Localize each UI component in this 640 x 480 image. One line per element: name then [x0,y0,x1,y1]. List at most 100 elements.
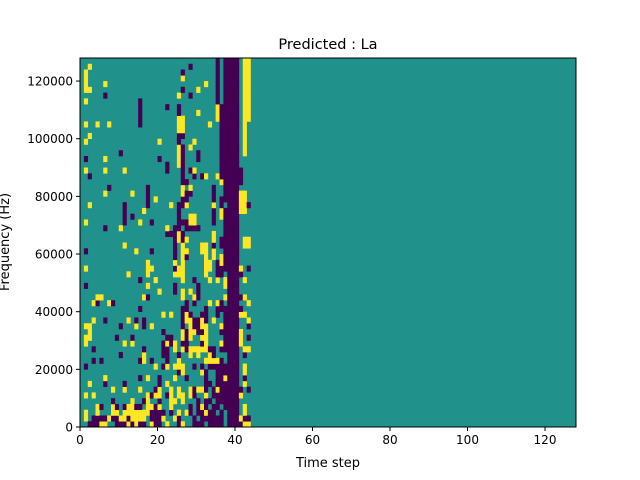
heatmap-cell [192,219,197,226]
heatmap-cell [138,421,143,428]
heatmap-cell [235,265,240,272]
heatmap-cell [126,421,131,428]
heatmap-cell [207,415,213,422]
heatmap-cell [227,127,232,134]
heatmap-cell [180,179,185,186]
heatmap-cell [211,409,216,416]
heatmap-cell [235,236,240,243]
heatmap-cell [231,403,236,411]
heatmap-cell [207,409,213,416]
heatmap-cell [176,265,182,272]
heatmap-cell [103,380,108,387]
heatmap-cell [227,340,232,347]
heatmap-cell [107,121,112,128]
heatmap-cell [99,421,104,428]
x-tick-label: 120 [534,433,557,447]
heatmap-cell [211,363,216,370]
heatmap-cell [138,375,143,382]
heatmap-cell [231,346,236,353]
heatmap-cell [227,392,232,399]
heatmap-cell [157,386,162,393]
heatmap-cell [142,421,147,428]
heatmap-cell [165,357,170,364]
heatmap-cell [122,242,127,249]
heatmap-cell [231,156,236,163]
heatmap-cell [235,150,240,157]
heatmap-cell [153,403,158,411]
heatmap-cell [227,213,232,220]
heatmap-cell [235,386,240,393]
heatmap-cell [223,219,228,226]
heatmap-cell [246,92,251,99]
heatmap-cell [227,254,232,261]
heatmap-cell [83,334,89,341]
heatmap-cell [200,317,205,324]
heatmap-cell [219,104,224,111]
heatmap-cell [95,409,100,416]
heatmap-cell [83,265,89,272]
heatmap-cell [192,346,197,353]
heatmap-cell [83,75,89,82]
heatmap-cell [188,317,193,324]
heatmap-cell [130,190,135,197]
heatmap-cell [235,75,240,82]
heatmap-cell [227,202,232,209]
heatmap-cell [231,254,236,261]
heatmap-cell [242,363,247,370]
heatmap-cell [176,225,182,232]
heatmap-cell [231,121,236,128]
heatmap-cell [188,323,193,330]
heatmap-cell [176,357,182,364]
heatmap-cell [99,415,104,422]
heatmap-cell [242,132,247,140]
heatmap-cell [200,409,205,416]
heatmap-cell [238,190,244,197]
heatmap-cell [114,403,120,411]
heatmap-cell [176,161,182,168]
heatmap-cell [192,277,197,284]
heatmap-cell [169,230,174,238]
heatmap-cell [235,179,240,186]
heatmap-cell [211,190,216,197]
heatmap-cell [180,277,185,284]
heatmap-cell [180,288,185,295]
heatmap-cell [219,109,224,116]
heatmap-cell [219,213,224,220]
heatmap-cell [173,288,178,295]
heatmap-cell [180,363,185,370]
heatmap-cell [242,98,247,105]
heatmap-cell [184,328,189,336]
heatmap-cell [204,323,209,330]
heatmap-cell [103,167,108,174]
heatmap-cell [173,415,178,422]
heatmap-cell [223,392,228,399]
heatmap-cell [223,75,228,82]
heatmap-cell [223,132,228,140]
heatmap-cell [145,184,151,191]
heatmap-cell [219,127,224,134]
heatmap-cell [235,352,240,359]
heatmap-cell [200,363,205,370]
heatmap-cell [200,421,205,428]
heatmap-cell [223,63,228,70]
heatmap-cell [180,219,185,226]
heatmap-cell [173,282,178,289]
heatmap-cell [157,380,162,387]
heatmap-cell [223,207,228,214]
heatmap-cell [204,305,209,312]
heatmap-cell [173,248,178,255]
heatmap-cell [118,225,123,232]
heatmap-cell [242,75,247,82]
heatmap-cell [138,104,143,111]
heatmap-cell [176,156,182,163]
heatmap-cell [231,409,236,416]
heatmap-cell [204,311,209,318]
heatmap-cell [196,225,201,232]
heatmap-cell [173,254,178,261]
heatmap-cell [219,115,224,122]
heatmap-cell [223,92,228,99]
heatmap-cell [204,248,209,255]
heatmap-cell [235,69,240,76]
heatmap-cell [227,63,232,70]
heatmap-cell [204,392,209,399]
